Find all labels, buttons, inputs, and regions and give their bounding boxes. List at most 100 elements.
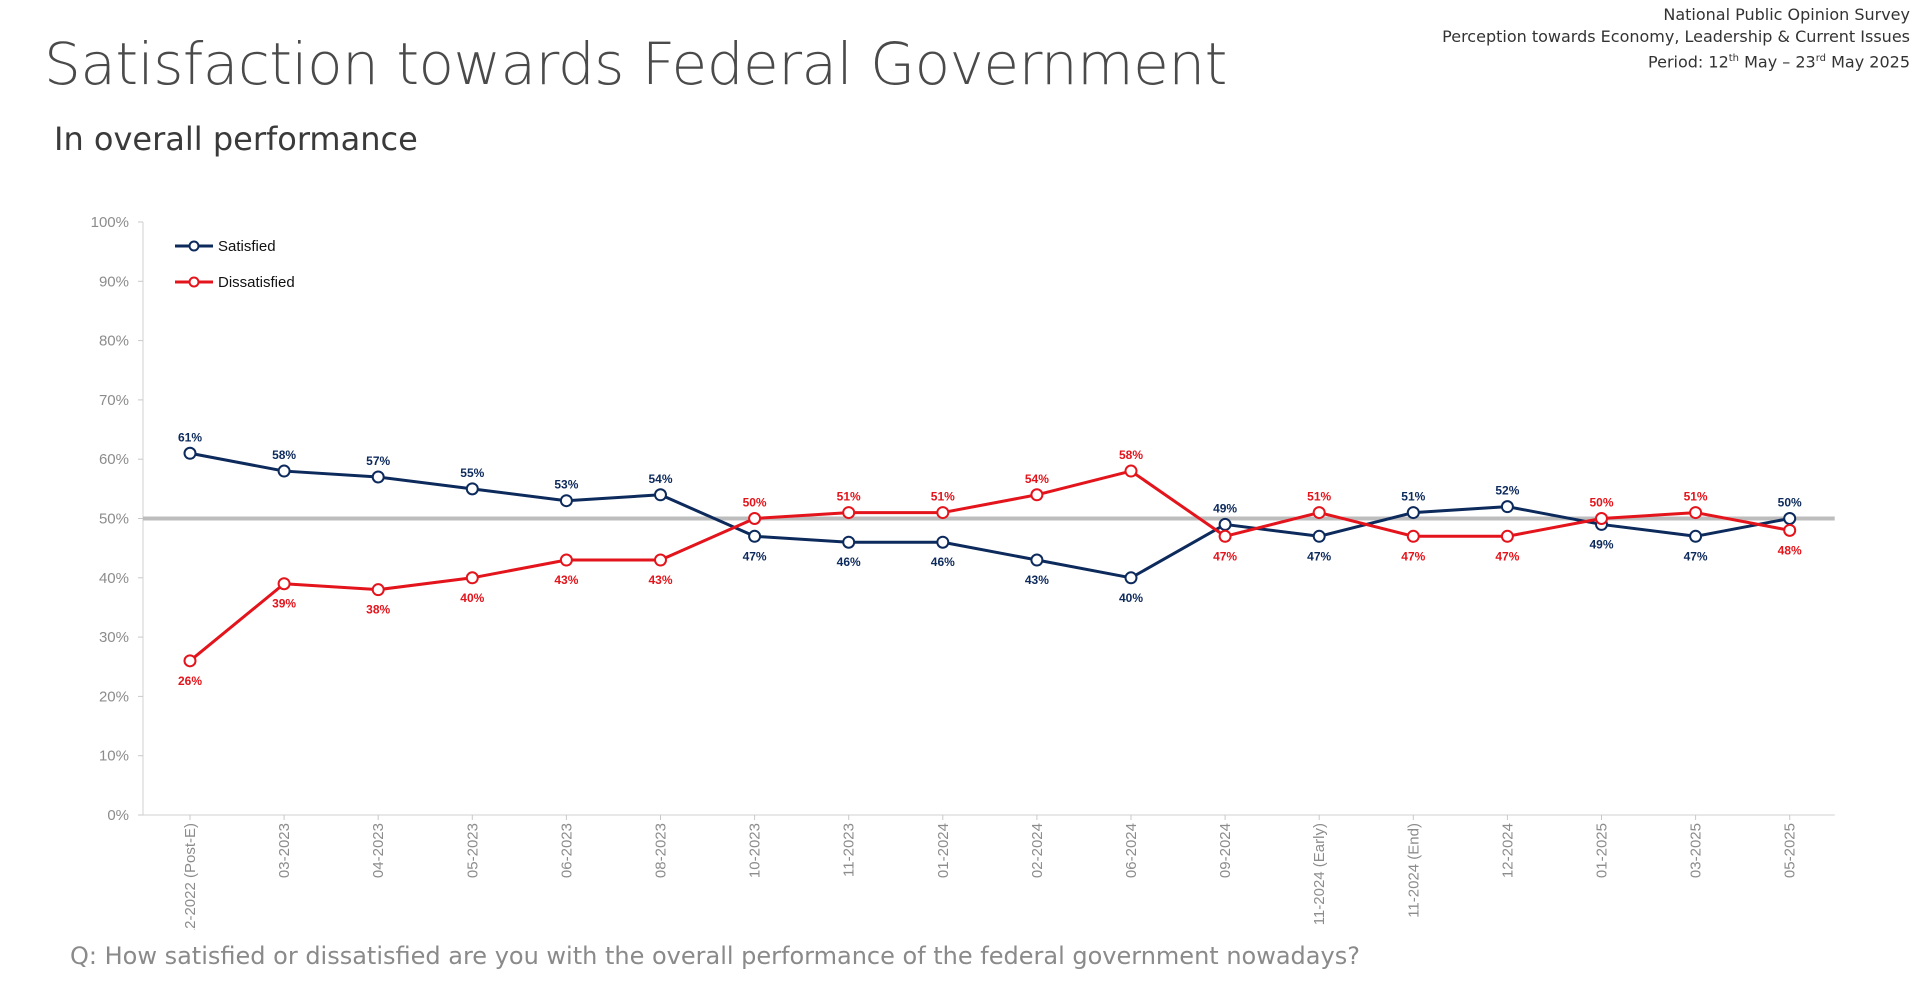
data-label-satisfied: 54% xyxy=(648,472,672,486)
legend-label-satisfied: Satisfied xyxy=(218,238,276,255)
x-tick-label: 03-2023 xyxy=(276,823,293,878)
data-label-satisfied: 49% xyxy=(1589,537,1613,551)
data-label-satisfied: 55% xyxy=(460,466,484,480)
y-tick-label: 10% xyxy=(99,748,129,765)
data-point-satisfied xyxy=(1689,529,1703,543)
data-label-satisfied: 52% xyxy=(1495,484,1519,498)
x-tick-label: 02-2024 xyxy=(1029,823,1046,878)
data-point-dissatisfied xyxy=(654,553,667,567)
data-point-dissatisfied xyxy=(183,654,197,668)
x-tick-label: 10-2023 xyxy=(747,823,764,878)
x-tick-label: 12-2022 (Post-E) xyxy=(182,823,199,930)
x-tick-label: 08-2023 xyxy=(653,823,670,878)
data-label-dissatisfied: 54% xyxy=(1025,472,1049,486)
data-point-dissatisfied xyxy=(1218,529,1232,543)
legend-marker-satisfied xyxy=(188,240,200,252)
y-tick-label: 60% xyxy=(99,451,129,468)
y-tick-label: 30% xyxy=(99,629,129,646)
data-label-dissatisfied: 51% xyxy=(837,490,861,504)
y-tick-label: 80% xyxy=(99,333,129,350)
data-label-satisfied: 51% xyxy=(1401,490,1425,504)
data-point-dissatisfied xyxy=(842,506,856,520)
data-point-dissatisfied xyxy=(1595,512,1608,525)
data-label-satisfied: 46% xyxy=(837,555,861,569)
y-tick-label: 20% xyxy=(99,688,129,705)
x-tick-label: 06-2023 xyxy=(558,823,575,878)
x-tick-label: 06-2024 xyxy=(1123,823,1140,878)
line-chart: 0% 10% 20% 30% 40% 50% 60% 70% 80% 90% 100% 12-2022… xyxy=(91,214,1835,930)
data-point-dissatisfied xyxy=(559,553,573,567)
data-point-satisfied xyxy=(1500,500,1514,514)
y-tick-label: 0% xyxy=(107,807,129,824)
data-label-satisfied: 57% xyxy=(366,454,390,468)
data-point-dissatisfied xyxy=(1689,506,1703,520)
survey-question: Q: How satisfied or dissatisfied are you… xyxy=(70,942,1360,970)
data-point-satisfied xyxy=(559,494,573,508)
data-point-dissatisfied xyxy=(277,577,291,591)
x-tick-label: 04-2023 xyxy=(370,823,387,878)
y-tick-label: 100% xyxy=(91,214,129,231)
data-label-dissatisfied: 51% xyxy=(1307,490,1331,504)
data-point-satisfied xyxy=(1124,571,1138,585)
data-point-dissatisfied xyxy=(1312,506,1326,520)
data-label-dissatisfied: 39% xyxy=(272,597,296,611)
data-point-satisfied xyxy=(465,482,479,496)
data-point-satisfied xyxy=(748,529,762,543)
y-tick-label: 50% xyxy=(99,511,129,528)
data-label-satisfied: 47% xyxy=(1307,549,1331,563)
data-point-dissatisfied xyxy=(936,506,950,520)
x-tick-label: 11-2023 xyxy=(841,823,858,877)
x-tick-label: 11-2024 (End) xyxy=(1405,823,1422,918)
data-label-satisfied: 49% xyxy=(1213,501,1237,515)
x-tick-label: 03-2025 xyxy=(1688,823,1705,878)
legend-marker-dissatisfied xyxy=(188,276,200,288)
survey-period: Period: 12th May – 23rd May 2025 xyxy=(1648,52,1910,72)
data-point-dissatisfied xyxy=(1030,488,1044,502)
data-label-dissatisfied: 47% xyxy=(1213,549,1237,563)
data-label-satisfied: 50% xyxy=(1778,496,1802,510)
data-point-satisfied xyxy=(277,464,291,478)
page-subtitle: In overall performance xyxy=(54,120,418,158)
series-line-satisfied xyxy=(189,451,1790,580)
data-label-satisfied: 47% xyxy=(1684,549,1708,563)
data-point-dissatisfied xyxy=(1406,529,1420,543)
x-tick-label: 09-2024 xyxy=(1217,823,1234,878)
data-label-dissatisfied: 50% xyxy=(1589,496,1613,510)
data-label-satisfied: 40% xyxy=(1119,591,1143,605)
data-label-satisfied: 43% xyxy=(1025,573,1049,587)
x-tick-label: 11-2024 (Early) xyxy=(1311,823,1328,925)
data-point-satisfied xyxy=(1312,529,1326,543)
data-label-satisfied: 53% xyxy=(554,478,578,492)
data-label-dissatisfied: 47% xyxy=(1401,549,1425,563)
data-label-satisfied: 47% xyxy=(743,549,767,563)
page-title: Satisfaction towards Federal Government xyxy=(44,30,1227,98)
data-point-satisfied xyxy=(654,488,667,502)
data-label-dissatisfied: 51% xyxy=(1684,490,1708,504)
x-tick-label: 12-2024 xyxy=(1499,823,1516,878)
data-label-dissatisfied: 43% xyxy=(554,573,578,587)
survey-name: National Public Opinion Survey xyxy=(1663,5,1910,24)
data-label-dissatisfied: 26% xyxy=(178,674,202,688)
data-point-satisfied xyxy=(183,446,197,460)
data-point-satisfied xyxy=(1218,517,1232,531)
legend-label-dissatisfied: Dissatisfied xyxy=(218,274,295,291)
data-point-dissatisfied xyxy=(1783,523,1797,537)
y-tick-label: 40% xyxy=(99,570,129,587)
data-label-satisfied: 61% xyxy=(178,430,202,444)
data-point-satisfied xyxy=(1783,512,1797,525)
data-label-dissatisfied: 40% xyxy=(460,591,484,605)
data-label-dissatisfied: 51% xyxy=(931,490,955,504)
y-tick-label: 90% xyxy=(99,273,129,290)
data-point-dissatisfied xyxy=(1124,464,1138,478)
data-point-dissatisfied xyxy=(748,512,762,525)
data-label-dissatisfied: 48% xyxy=(1778,543,1802,557)
data-label-satisfied: 46% xyxy=(931,555,955,569)
survey-info: National Public Opinion Survey Perceptio… xyxy=(1442,4,1910,73)
data-label-dissatisfied: 38% xyxy=(366,603,390,617)
data-label-dissatisfied: 47% xyxy=(1495,549,1519,563)
data-point-satisfied xyxy=(371,470,385,484)
data-point-satisfied xyxy=(1406,506,1420,520)
data-label-dissatisfied: 58% xyxy=(1119,448,1143,462)
data-label-dissatisfied: 50% xyxy=(743,496,767,510)
data-point-dissatisfied xyxy=(371,583,385,597)
